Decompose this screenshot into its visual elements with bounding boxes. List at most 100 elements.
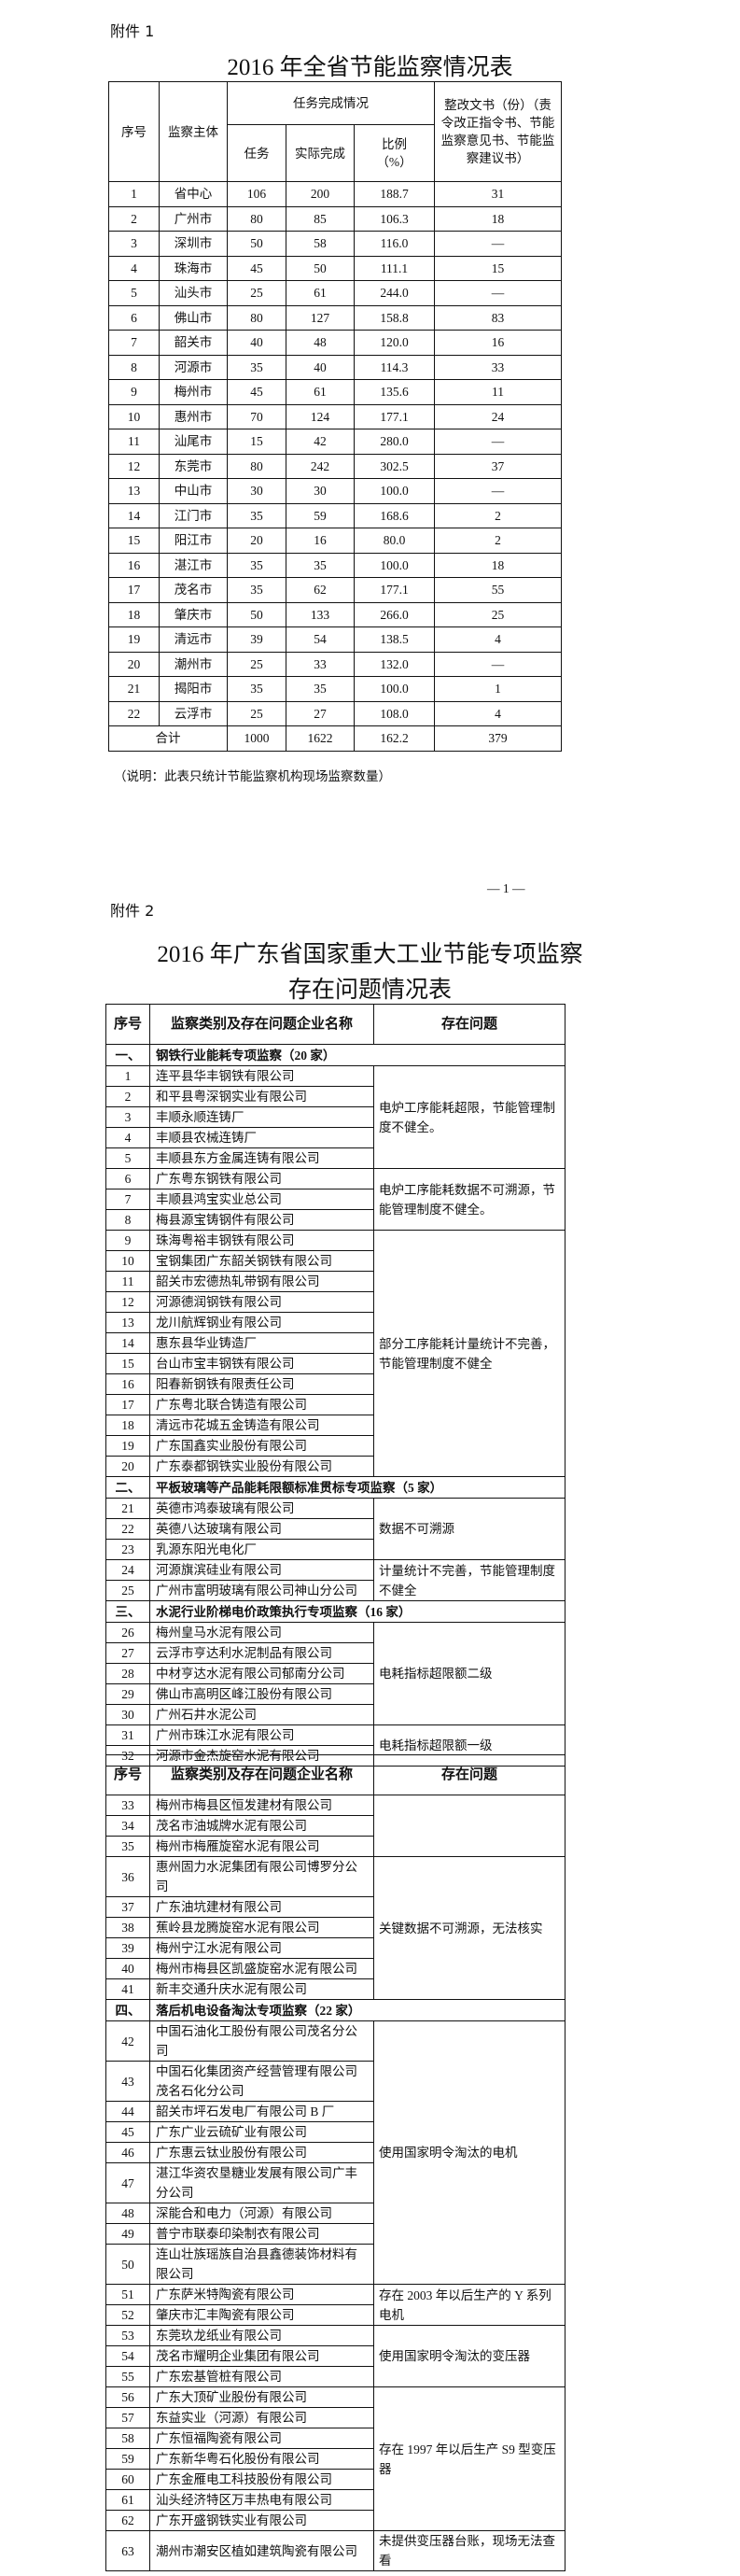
total-label: 合计 bbox=[108, 725, 228, 752]
cell-no: 20 bbox=[108, 651, 160, 677]
cell-actual: 40 bbox=[286, 354, 355, 380]
cell-no: 15 bbox=[108, 528, 160, 554]
table-row: 7 丰顺县鸿宝实业总公司 bbox=[105, 1189, 565, 1210]
row-number: 4 bbox=[105, 1127, 150, 1148]
row-number: 33 bbox=[105, 1795, 150, 1816]
cell-actual: 42 bbox=[286, 429, 355, 455]
row-number: 18 bbox=[105, 1415, 150, 1436]
cell-no: 5 bbox=[108, 280, 160, 306]
cell-ratio: 132.0 bbox=[353, 651, 436, 677]
row-number: 13 bbox=[105, 1312, 150, 1333]
cell-actual: 54 bbox=[286, 626, 355, 653]
table-row: 22 英德八达玻璃有限公司 bbox=[105, 1518, 565, 1540]
table-row: 3 丰顺永顺连铸厂 bbox=[105, 1106, 565, 1128]
cell-no: 9 bbox=[108, 379, 160, 405]
cell-task: 30 bbox=[227, 478, 286, 504]
table-row: 2 广州市 80 85 106.3 18 bbox=[108, 205, 563, 232]
table-row: 15 台山市宝丰钢铁有限公司 bbox=[105, 1353, 565, 1374]
cell-entity: 深圳市 bbox=[159, 231, 228, 257]
cell-task: 25 bbox=[227, 651, 286, 677]
table-row: 63 潮州市潮安区植如建筑陶瓷有限公司 未提供变压器台账，现场无法查看 bbox=[105, 2530, 565, 2571]
section-number: 四、 bbox=[105, 1999, 150, 2021]
cell-task: 50 bbox=[227, 601, 286, 627]
company-name: 深能合和电力（河源）有限公司 bbox=[149, 2203, 374, 2224]
table-2-title-line2: 存在问题情况表 bbox=[287, 978, 452, 1003]
cell-docs: — bbox=[434, 231, 563, 257]
row-number: 57 bbox=[105, 2407, 150, 2428]
company-name: 珠海粤裕丰钢铁有限公司 bbox=[149, 1230, 374, 1251]
row-number: 1 bbox=[105, 1065, 150, 1087]
row-number: 10 bbox=[105, 1250, 150, 1272]
row-number: 63 bbox=[105, 2530, 150, 2571]
company-name: 广州市珠江水泥有限公司 bbox=[149, 1724, 374, 1746]
cell-ratio: 138.5 bbox=[353, 626, 436, 653]
section-row: 二、 平板玻璃等产品能耗限额标准贯标专项监察（5 家） bbox=[105, 1476, 565, 1499]
company-name: 普宁市联泰印染制衣有限公司 bbox=[149, 2223, 374, 2245]
header-name: 监察类别及存在问题企业名称 bbox=[149, 1754, 374, 1795]
table-row: 39 梅州宁江水泥有限公司 bbox=[105, 1937, 565, 1959]
company-name: 龙川航辉钢业有限公司 bbox=[149, 1312, 374, 1333]
company-name: 丰顺县东方金属连铸有限公司 bbox=[149, 1147, 374, 1169]
table-row: 9 梅州市 45 61 135.6 11 bbox=[108, 379, 563, 405]
cell-actual: 85 bbox=[286, 205, 355, 232]
table-row: 45 广东广业云硫矿业有限公司 bbox=[105, 2121, 565, 2143]
row-number: 14 bbox=[105, 1332, 150, 1354]
cell-actual: 200 bbox=[286, 181, 355, 207]
company-name: 梅州宁江水泥有限公司 bbox=[149, 1937, 374, 1959]
section-title: 钢铁行业能耗专项监察（20 家） bbox=[149, 1044, 565, 1066]
cell-no: 22 bbox=[108, 700, 160, 726]
company-name: 梅州皇马水泥有限公司 bbox=[149, 1622, 374, 1643]
company-name: 韶关市坪石发电厂有限公司 B 厂 bbox=[149, 2101, 374, 2122]
company-name: 清远市花城五金铸造有限公司 bbox=[149, 1415, 374, 1436]
cell-no: 7 bbox=[108, 330, 160, 356]
row-number: 53 bbox=[105, 2325, 150, 2346]
company-name: 茂名市油城牌水泥有限公司 bbox=[149, 1815, 374, 1837]
row-number: 37 bbox=[105, 1896, 150, 1918]
row-number: 38 bbox=[105, 1917, 150, 1938]
row-number: 47 bbox=[105, 2162, 150, 2203]
cell-actual: 58 bbox=[286, 231, 355, 257]
row-number: 31 bbox=[105, 1724, 150, 1746]
cell-entity: 梅州市 bbox=[159, 379, 228, 405]
cell-actual: 50 bbox=[286, 255, 355, 281]
cell-entity: 惠州市 bbox=[159, 403, 228, 429]
table-row: 21 揭阳市 35 35 100.0 1 bbox=[108, 676, 563, 702]
row-number: 61 bbox=[105, 2489, 150, 2511]
table-row: 29 佛山市高明区峰江股份有限公司 bbox=[105, 1683, 565, 1705]
company-name: 广东宏基管桩有限公司 bbox=[149, 2366, 374, 2387]
table-row: 13 龙川航辉钢业有限公司 bbox=[105, 1312, 565, 1333]
company-name: 广东广业云硫矿业有限公司 bbox=[149, 2121, 374, 2143]
row-number: 2 bbox=[105, 1086, 150, 1107]
cell-ratio: 114.3 bbox=[353, 354, 436, 380]
row-number: 19 bbox=[105, 1435, 150, 1457]
cell-actual: 242 bbox=[286, 453, 355, 479]
row-number: 23 bbox=[105, 1539, 150, 1560]
table-row: 44 韶关市坪石发电厂有限公司 B 厂 bbox=[105, 2101, 565, 2122]
cell-task: 35 bbox=[227, 552, 286, 578]
table-row: 18 肇庆市 50 133 266.0 25 bbox=[108, 601, 563, 627]
section-row: 四、 落后机电设备淘汰专项监察（22 家） bbox=[105, 1999, 565, 2021]
company-name: 中材亨达水泥有限公司郁南分公司 bbox=[149, 1663, 374, 1684]
table-row: 59 广东新华粤石化股份有限公司 bbox=[105, 2448, 565, 2470]
cell-actual: 124 bbox=[286, 403, 355, 429]
table-row: 10 宝钢集团广东韶关钢铁有限公司 bbox=[105, 1250, 565, 1272]
row-number: 25 bbox=[105, 1580, 150, 1601]
company-name: 英德市鸿泰玻璃有限公司 bbox=[149, 1498, 374, 1519]
cell-docs: — bbox=[434, 478, 563, 504]
company-name: 广东开盛钢铁实业有限公司 bbox=[149, 2510, 374, 2531]
cell-ratio: 108.0 bbox=[353, 700, 436, 726]
company-name: 广东油坑建材有限公司 bbox=[149, 1896, 374, 1918]
row-number: 36 bbox=[105, 1856, 150, 1897]
cell-actual: 61 bbox=[286, 379, 355, 405]
total-actual: 1622 bbox=[286, 725, 355, 752]
cell-docs: 18 bbox=[434, 552, 563, 578]
table-row: 11 韶关市宏德热轧带钢有限公司 bbox=[105, 1271, 565, 1292]
table-row: 5 汕头市 25 61 244.0— bbox=[108, 280, 563, 306]
company-name: 丰顺永顺连铸厂 bbox=[149, 1106, 374, 1128]
row-number: 20 bbox=[105, 1456, 150, 1477]
header-no: 序号 bbox=[108, 81, 160, 182]
cell-entity: 汕头市 bbox=[159, 280, 228, 306]
row-number: 29 bbox=[105, 1683, 150, 1705]
table-row: 14 江门市 35 59 168.6 2 bbox=[108, 502, 563, 528]
company-name: 中国石化集团资产经营管理有限公司茂名石化分公司 bbox=[149, 2061, 374, 2102]
